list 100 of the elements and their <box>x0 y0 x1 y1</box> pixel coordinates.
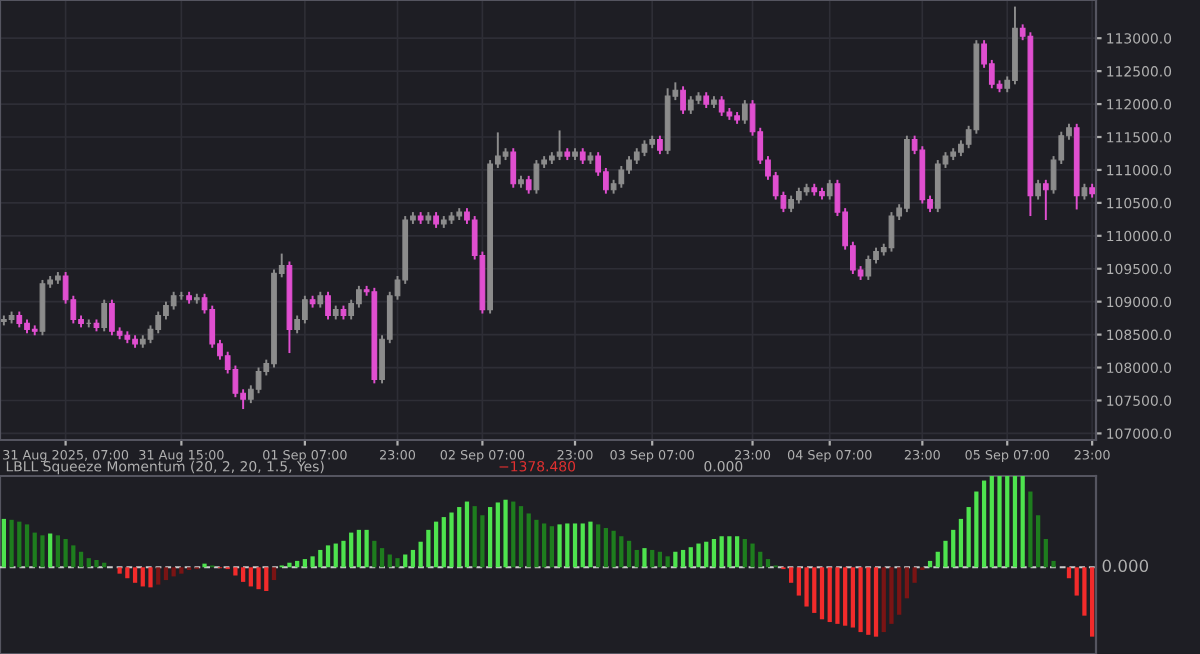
bar <box>904 567 910 599</box>
bar <box>866 567 871 635</box>
bar <box>665 556 670 568</box>
bar <box>1005 476 1010 568</box>
bar <box>881 567 886 633</box>
candlestick <box>934 159 941 214</box>
bar <box>71 545 76 568</box>
candlestick <box>302 294 308 325</box>
candlestick <box>741 99 748 125</box>
bar <box>518 506 524 568</box>
bar <box>812 567 817 613</box>
bar <box>626 540 632 568</box>
bar <box>163 567 169 581</box>
bar <box>1028 491 1033 568</box>
bar <box>464 501 470 568</box>
bar <box>410 549 416 568</box>
bar <box>364 529 369 568</box>
bar <box>40 535 45 568</box>
bar <box>542 523 547 568</box>
candlestick <box>533 159 540 195</box>
bar <box>472 506 477 568</box>
bar <box>1090 567 1095 637</box>
candlestick <box>618 165 625 189</box>
candlestick <box>657 134 663 156</box>
bar <box>302 559 307 568</box>
bar <box>379 548 385 568</box>
bar <box>657 551 663 568</box>
bar <box>711 538 717 568</box>
bar <box>989 476 994 568</box>
bar <box>241 567 246 582</box>
bar <box>1012 476 1018 568</box>
bar <box>758 551 763 568</box>
bar <box>873 567 879 637</box>
bar <box>650 549 655 568</box>
bar <box>325 545 331 568</box>
bar <box>1020 476 1025 568</box>
bar <box>264 567 269 592</box>
bar <box>48 533 53 568</box>
bar <box>742 538 747 568</box>
bar <box>634 549 639 568</box>
bar <box>333 543 338 568</box>
bar <box>148 567 153 588</box>
candlestick <box>325 290 331 321</box>
bar <box>804 567 809 607</box>
candlestick <box>865 254 872 281</box>
bar <box>719 536 724 568</box>
bar <box>487 507 493 568</box>
bar <box>557 524 562 568</box>
bar <box>63 538 68 568</box>
bar <box>372 540 377 568</box>
bar <box>696 543 701 568</box>
bar <box>680 549 686 568</box>
bar <box>271 567 277 581</box>
bar <box>449 512 454 568</box>
candlestick <box>510 147 517 189</box>
bar <box>642 548 647 568</box>
bar <box>827 567 832 623</box>
bar <box>572 523 578 568</box>
bar <box>125 567 130 579</box>
bar <box>750 543 755 568</box>
bar <box>441 517 446 568</box>
bar <box>179 567 184 574</box>
bar <box>457 507 462 568</box>
bar <box>596 524 601 568</box>
bar <box>318 549 323 568</box>
bar <box>310 556 315 568</box>
bar <box>603 528 609 568</box>
bar <box>233 567 238 576</box>
bar <box>94 559 99 568</box>
bar <box>24 524 30 568</box>
bar <box>835 567 840 624</box>
bar <box>1 518 6 568</box>
bar <box>433 521 439 568</box>
bar <box>819 567 825 620</box>
bar <box>426 529 431 568</box>
candlestick <box>680 85 686 115</box>
bar <box>86 558 91 568</box>
bar <box>1066 567 1072 579</box>
candlestick <box>888 211 895 253</box>
candlestick <box>1042 178 1049 221</box>
bar <box>341 540 346 568</box>
bar <box>619 536 624 568</box>
bar <box>17 521 22 568</box>
bar <box>511 501 516 568</box>
bar <box>704 541 709 568</box>
bar <box>850 567 855 628</box>
bar <box>503 499 508 568</box>
candlestick <box>556 129 563 162</box>
bar <box>549 526 554 568</box>
bar <box>9 519 14 568</box>
bar <box>1043 538 1048 568</box>
bar <box>889 567 894 624</box>
candlestick <box>155 310 162 335</box>
bar <box>78 551 84 568</box>
ref-line-label: 0.000 <box>1102 559 1149 573</box>
bar <box>248 567 253 587</box>
bar <box>765 559 771 568</box>
bar <box>789 567 794 583</box>
bar <box>32 532 37 568</box>
bar <box>727 536 732 568</box>
